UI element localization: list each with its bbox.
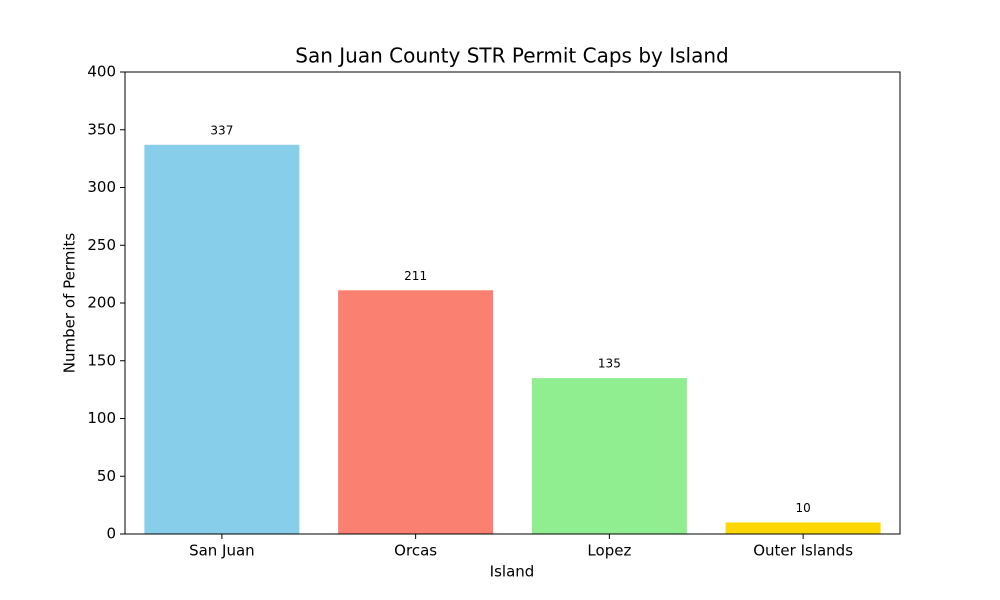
bar — [531, 378, 687, 534]
y-tick-label: 350 — [87, 120, 116, 138]
y-axis-label: Number of Permits — [61, 233, 79, 374]
x-tick-label: Lopez — [587, 542, 631, 560]
x-tick-label: Orcas — [394, 542, 437, 560]
bar — [144, 144, 300, 534]
y-tick-label: 200 — [87, 294, 116, 312]
axes-frame — [124, 71, 901, 535]
x-axis-label: Island — [490, 563, 535, 581]
data-label: 211 — [404, 269, 427, 283]
y-tick-label: 100 — [87, 409, 116, 427]
data-label: 135 — [598, 357, 621, 371]
y-tick-label: 250 — [87, 236, 116, 254]
y-tick-label: 300 — [87, 178, 116, 196]
y-tick-label: 150 — [87, 351, 116, 369]
bar — [725, 522, 881, 534]
data-label: 337 — [210, 123, 233, 137]
bar — [338, 290, 494, 534]
y-tick-label: 400 — [87, 63, 116, 81]
chart-title: San Juan County STR Permit Caps by Islan… — [295, 44, 728, 68]
x-tick-label: Outer Islands — [753, 542, 853, 560]
x-tick-label: San Juan — [189, 542, 255, 560]
data-label: 10 — [795, 501, 810, 515]
y-tick-label: 0 — [106, 525, 116, 543]
y-tick-label: 50 — [97, 467, 116, 485]
